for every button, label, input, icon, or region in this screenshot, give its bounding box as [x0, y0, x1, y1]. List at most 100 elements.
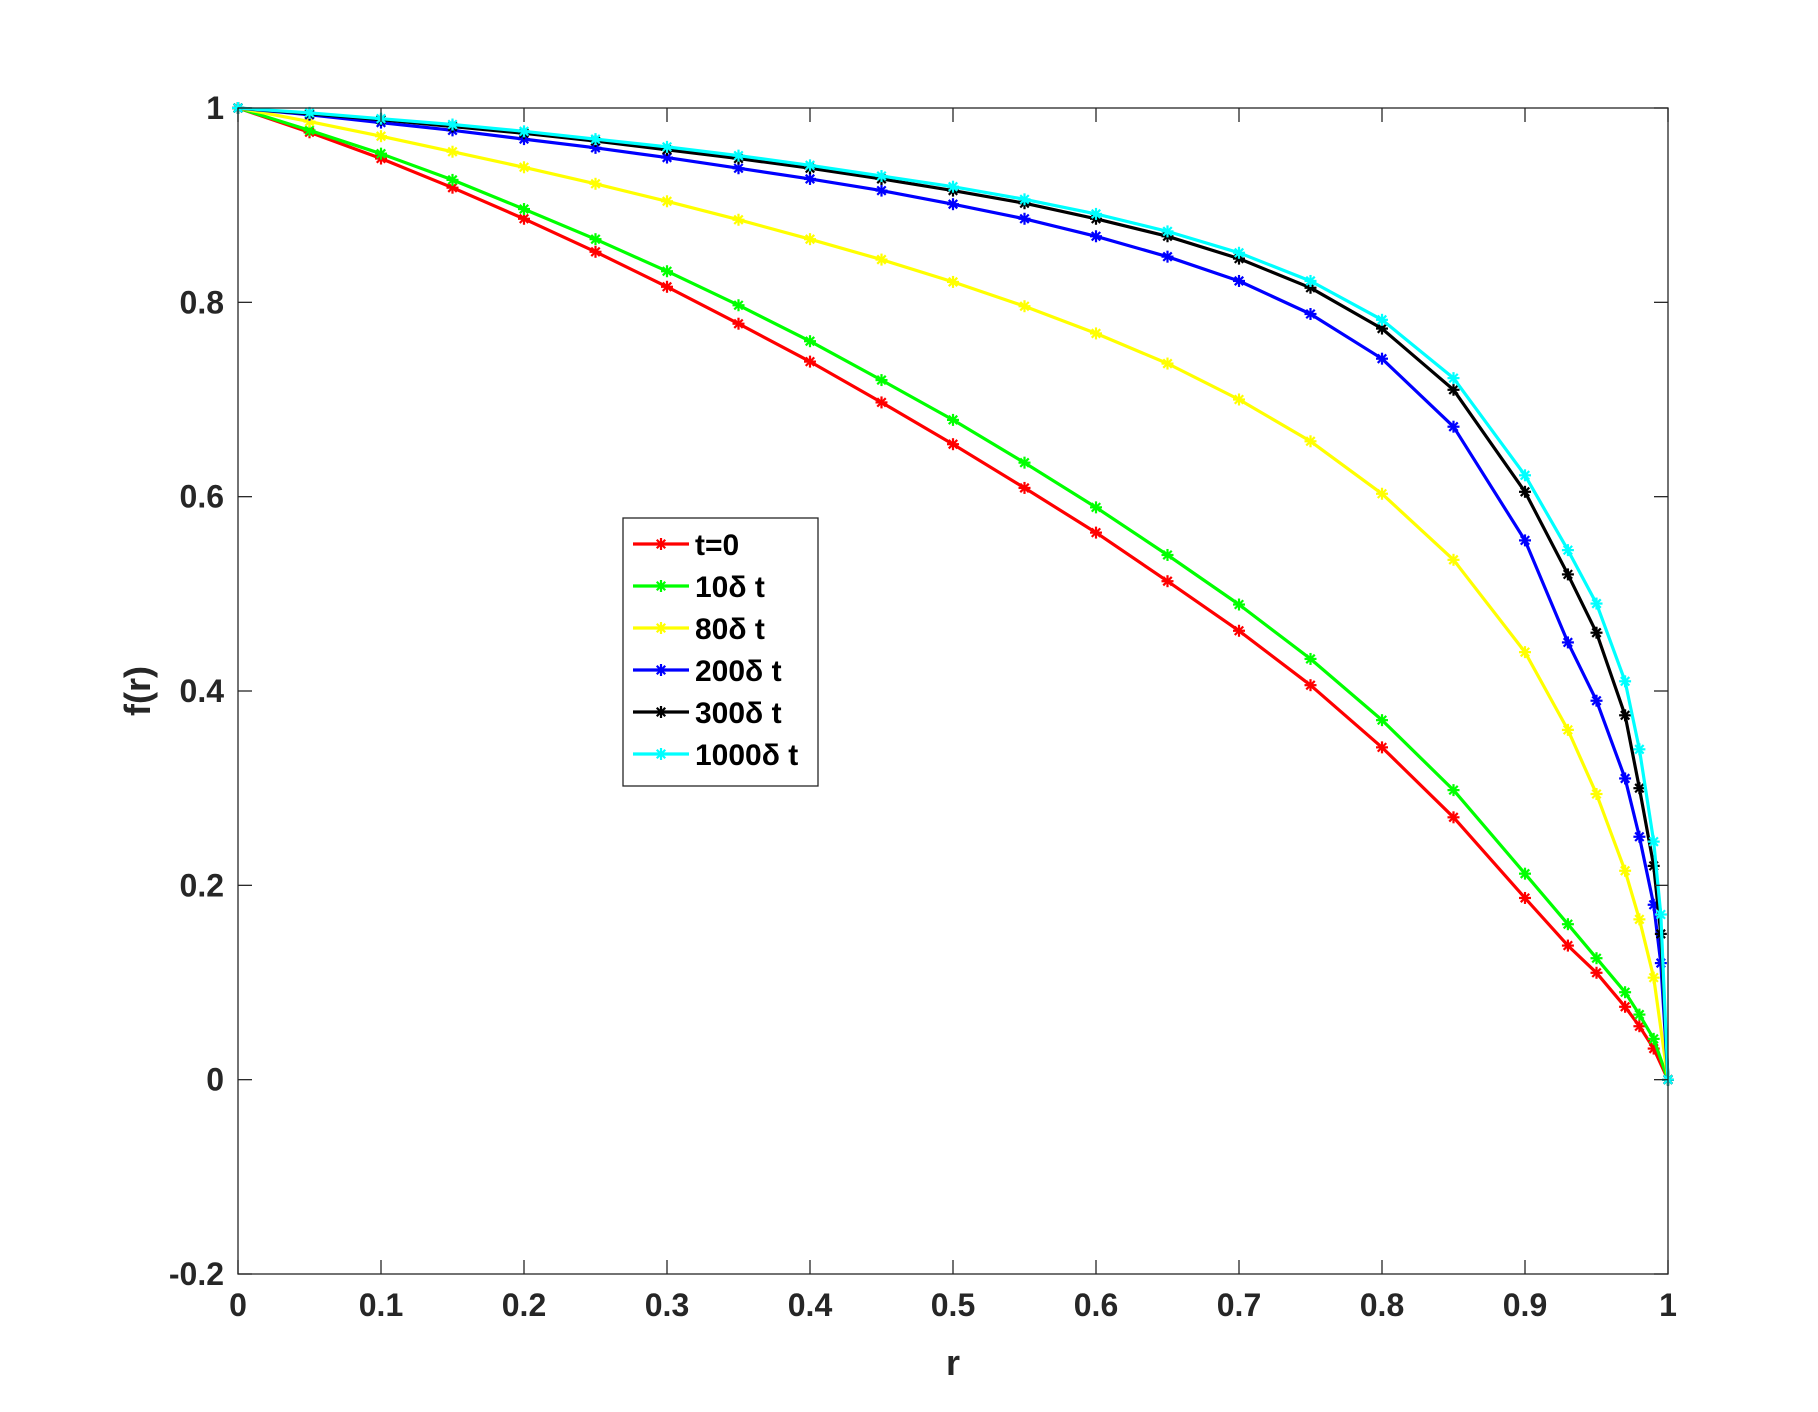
- series-point: [1447, 784, 1460, 797]
- series-point: [1561, 636, 1574, 649]
- series-point: [1161, 225, 1174, 238]
- legend-label: 80δ t: [695, 613, 765, 646]
- series-point: [1633, 1008, 1646, 1021]
- series-point: [1619, 675, 1632, 688]
- plot-background: [238, 108, 1668, 1274]
- series-point: [804, 172, 816, 185]
- series-point: [1561, 723, 1574, 736]
- series-point: [1561, 918, 1574, 931]
- series-point: [947, 180, 959, 193]
- legend-item: 200δ t: [633, 655, 782, 688]
- legend-marker: [655, 622, 667, 634]
- series-point: [804, 233, 816, 246]
- series-point: [1090, 526, 1102, 539]
- series-line: [237, 106, 1670, 1080]
- series-point: [1161, 250, 1174, 263]
- series-point: [804, 159, 816, 172]
- series-2: [232, 102, 1674, 1086]
- legend-marker: [655, 580, 667, 592]
- series-point: [1633, 743, 1646, 756]
- series-point: [1304, 307, 1317, 320]
- legend-label: 200δ t: [695, 655, 782, 688]
- legend-label: 10δ t: [695, 571, 765, 604]
- x-tick-label: 0.4: [788, 1287, 833, 1323]
- y-tick-label: 0: [206, 1062, 224, 1098]
- series-point: [947, 413, 959, 426]
- series-point: [589, 233, 602, 246]
- series-point: [1590, 966, 1603, 979]
- series-point: [1590, 626, 1603, 639]
- series-point: [1233, 274, 1245, 287]
- tick-layer: 0 0.1 0.2 0.3 0.4 0.5 0.6 0.7 0.8 0.9 1-0.200.20.4…: [169, 90, 1677, 1323]
- series-point: [1561, 939, 1574, 952]
- series-point: [1633, 913, 1646, 926]
- series-point: [1018, 193, 1031, 206]
- series-point: [1633, 782, 1646, 795]
- series-line: [237, 106, 1670, 1080]
- series-point: [1233, 246, 1245, 259]
- series-point: [947, 438, 959, 451]
- series-point: [875, 170, 888, 183]
- legend-item: 80δ t: [633, 613, 765, 646]
- series-point: [1519, 867, 1531, 880]
- x-tick-label: 0.5: [931, 1287, 975, 1323]
- series-point: [1519, 646, 1531, 659]
- series-point: [1447, 420, 1460, 433]
- series-point: [1090, 327, 1102, 340]
- series-point: [875, 396, 888, 409]
- series-5: [232, 102, 1674, 1086]
- legend: t=0 10δ t 80δ t 200δ t 300δ t 1000δ t: [622, 517, 819, 787]
- series-point: [518, 161, 530, 174]
- series-point: [1619, 772, 1632, 785]
- series-point: [1018, 456, 1031, 469]
- series-point: [1161, 357, 1174, 370]
- series-point: [303, 106, 316, 119]
- series-point: [1561, 544, 1574, 557]
- series-point: [589, 177, 602, 190]
- series-point: [1590, 597, 1603, 610]
- series-point: [446, 181, 459, 194]
- x-tick-label: 0.2: [502, 1287, 546, 1323]
- series-point: [1647, 971, 1660, 984]
- series-point: [589, 133, 602, 146]
- series-point: [1376, 714, 1388, 727]
- series-point: [947, 275, 959, 288]
- series-point: [1619, 1000, 1632, 1013]
- series-point: [661, 195, 673, 208]
- series-point: [1619, 864, 1632, 877]
- series-point: [1561, 568, 1574, 581]
- series-point: [1447, 553, 1460, 566]
- legend-item: 1000δ t: [633, 739, 798, 772]
- x-tick-label: 0.8: [1360, 1287, 1404, 1323]
- series-point: [446, 173, 459, 186]
- series-layer: [232, 102, 1674, 1086]
- series-point: [732, 213, 745, 226]
- series-point: [1590, 787, 1603, 800]
- legend-marker: [655, 706, 667, 718]
- series-point: [1447, 383, 1460, 396]
- series-point: [875, 184, 888, 197]
- series-point: [1018, 300, 1031, 313]
- y-tick-label: -0.2: [169, 1256, 224, 1292]
- series-point: [661, 140, 673, 153]
- series-point: [1654, 908, 1667, 921]
- series-1: [232, 102, 1674, 1086]
- series-point: [446, 145, 459, 158]
- series-point: [1447, 372, 1460, 385]
- series-point: [1447, 811, 1460, 824]
- series-point: [1018, 481, 1031, 494]
- series-point: [589, 245, 602, 258]
- series-point: [1519, 485, 1531, 498]
- series-point: [1519, 469, 1531, 482]
- legend-item: t=0: [633, 529, 739, 562]
- series-point: [732, 149, 745, 162]
- legend-label: 300δ t: [695, 697, 782, 730]
- series-point: [1161, 548, 1174, 561]
- series-point: [1647, 835, 1660, 848]
- series-point: [1619, 709, 1632, 722]
- series-point: [1233, 624, 1245, 637]
- series-point: [1376, 487, 1388, 500]
- x-tick-label: 0.6: [1074, 1287, 1118, 1323]
- series-point: [1376, 741, 1388, 754]
